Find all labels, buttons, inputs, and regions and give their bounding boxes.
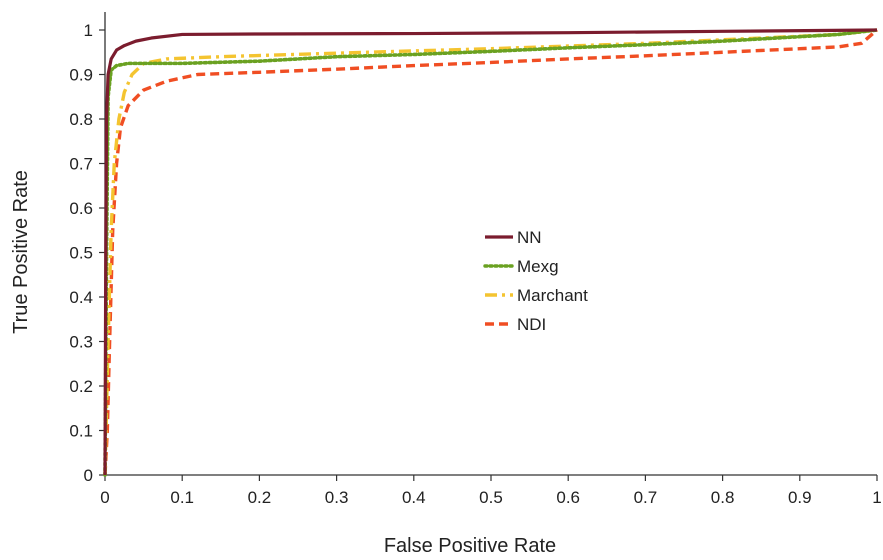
x-tick-label: 1 (872, 488, 881, 507)
legend: NN Mexg Marchant NDI (483, 228, 588, 334)
x-tick-label: 0.3 (325, 488, 349, 507)
y-tick-label: 0.4 (69, 288, 93, 307)
x-tick-label: 0.2 (248, 488, 272, 507)
x-tick-label: 0.7 (634, 488, 658, 507)
series-line-mexg (103, 28, 879, 477)
series-layer (103, 28, 879, 477)
x-tick-label: 0 (100, 488, 109, 507)
x-tick-label: 0.6 (556, 488, 580, 507)
y-tick-label: 0.9 (69, 66, 93, 85)
series-line-ndi (103, 28, 879, 476)
x-tick-label: 0.9 (788, 488, 812, 507)
y-tick-label: 0.5 (69, 244, 93, 263)
series-line-marchant (103, 28, 878, 476)
legend-label-nn: NN (517, 228, 542, 247)
x-tick-label: 0.1 (170, 488, 194, 507)
legend-label-ndi: NDI (517, 315, 546, 334)
series-line-nn (103, 28, 878, 476)
y-tick-label: 0.7 (69, 155, 93, 174)
y-tick-label: 1 (84, 21, 93, 40)
y-tick-label: 0.8 (69, 110, 93, 129)
x-tick-label: 0.5 (479, 488, 503, 507)
y-tick-label: 0 (84, 466, 93, 485)
y-axis-title: True Positive Rate (10, 170, 32, 334)
legend-label-mexg: Mexg (517, 257, 559, 276)
y-tick-label: 0.1 (69, 422, 93, 441)
x-tick-label: 0.8 (711, 488, 735, 507)
axes: 0 0.1 0.2 0.3 0.4 0.5 0.6 0.7 0.8 0.9 1 0 0.1 0.2 0.3 0… (69, 12, 882, 507)
y-tick-label: 0.2 (69, 377, 93, 396)
x-axis-title: False Positive Rate (384, 535, 556, 557)
y-tick-label: 0.3 (69, 333, 93, 352)
x-tick-label: 0.4 (402, 488, 426, 507)
legend-label-marchant: Marchant (517, 286, 588, 305)
y-tick-label: 0.6 (69, 199, 93, 218)
